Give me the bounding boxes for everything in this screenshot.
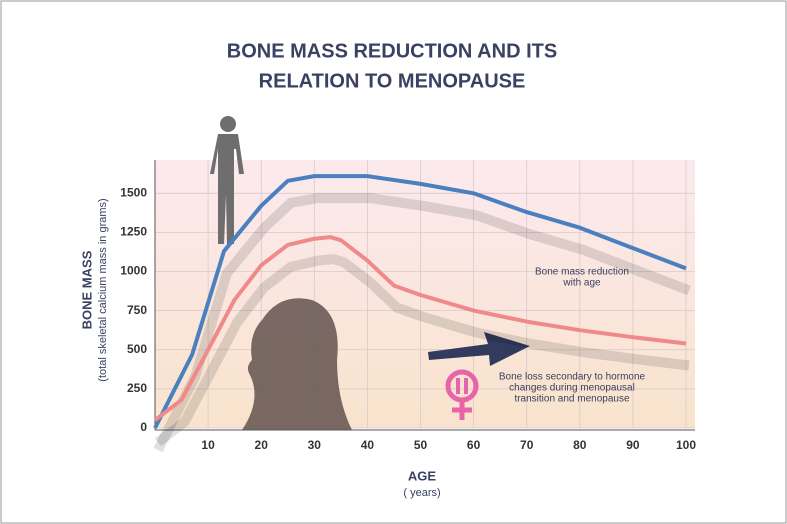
x-axis-label: AGE (408, 468, 437, 483)
chart-title: BONE MASS REDUCTION AND ITS (227, 40, 557, 62)
x-tick-label: 20 (255, 438, 269, 452)
x-tick-label: 50 (414, 438, 428, 452)
y-tick-label: 500 (127, 342, 147, 356)
data-line (153, 174, 687, 429)
annotation: Bone loss secondary to hormone (499, 372, 646, 383)
x-tick-label: 90 (626, 438, 640, 452)
y-tick-label: 1500 (120, 185, 147, 199)
man-silhouette (210, 116, 244, 244)
x-tick-label: 40 (361, 438, 375, 452)
y-axis-label: BONE MASS (79, 250, 94, 329)
line-shadow (154, 254, 690, 447)
y-tick-label: 1000 (120, 264, 147, 278)
x-tick-label: 70 (520, 438, 534, 452)
x-tick-label: 80 (573, 438, 587, 452)
venus-symbol (445, 369, 479, 420)
arrow (428, 332, 530, 366)
data-line (153, 235, 687, 422)
annotation: Bone mass reduction (535, 267, 629, 278)
x-tick-label: 60 (467, 438, 481, 452)
x-tick-label: 10 (201, 438, 215, 452)
annotation: with age (562, 278, 601, 289)
x-axis-sublabel: ( years) (403, 487, 440, 499)
annotation: transition and menopause (514, 394, 630, 405)
x-tick-label: 30 (308, 438, 322, 452)
annotation: changes during menopausal (509, 383, 635, 394)
x-tick-label: 100 (676, 438, 696, 452)
y-tick-label: 1250 (120, 225, 147, 239)
chart-title: RELATION TO MENOPAUSE (259, 70, 526, 92)
woman-silhouette (242, 298, 352, 430)
line-shadow (153, 193, 691, 453)
y-axis-sublabel: (total skeletal calcium mass in grams) (97, 198, 109, 381)
y-tick-label: 750 (127, 303, 147, 317)
y-tick-label: 0 (140, 420, 147, 434)
plot-background (155, 160, 695, 428)
y-tick-label: 250 (127, 381, 147, 395)
